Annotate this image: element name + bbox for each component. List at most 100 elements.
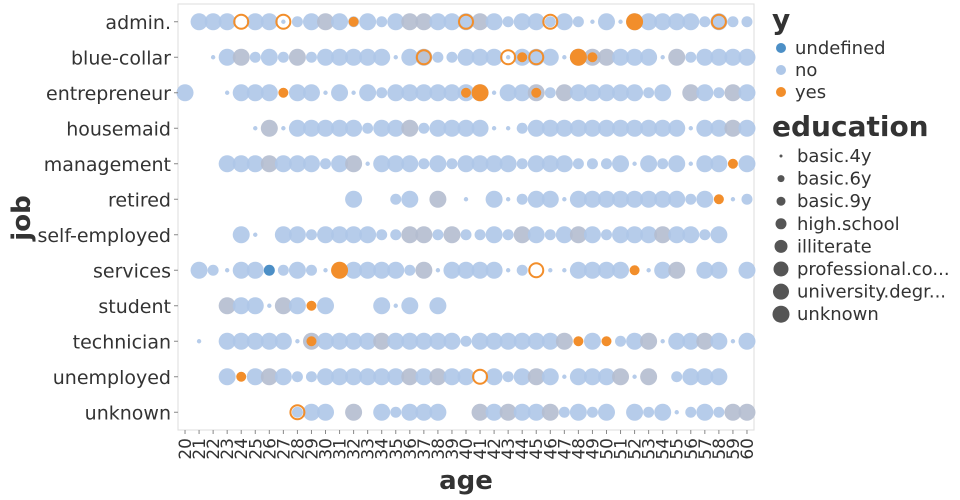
point-no bbox=[485, 332, 503, 350]
y-tick-label: admin. bbox=[105, 12, 171, 34]
y-tick-label: blue-collar bbox=[71, 47, 171, 69]
size-legend-symbol bbox=[779, 154, 783, 158]
point-no bbox=[738, 261, 756, 279]
size-legend-label: illiterate bbox=[797, 236, 872, 257]
point-no bbox=[562, 374, 567, 379]
point-no bbox=[246, 13, 264, 31]
point-no bbox=[443, 119, 461, 137]
point-no bbox=[331, 332, 349, 350]
point-no bbox=[640, 119, 658, 137]
point-no bbox=[471, 13, 489, 31]
point-no bbox=[260, 332, 278, 350]
size-legend-label: unknown bbox=[797, 304, 879, 325]
point-no bbox=[359, 332, 377, 350]
point-no bbox=[569, 261, 587, 279]
point-no bbox=[562, 55, 567, 60]
point-no bbox=[612, 226, 630, 244]
x-tick-label: 20 bbox=[176, 438, 196, 460]
point-no bbox=[331, 155, 349, 173]
x-tick-label: 48 bbox=[569, 438, 589, 460]
size-legend-title: education bbox=[772, 110, 929, 143]
point-undefined bbox=[263, 264, 275, 276]
color-legend-title: y bbox=[772, 3, 790, 36]
point-no bbox=[640, 368, 658, 386]
point-no bbox=[668, 48, 686, 66]
point-no bbox=[429, 84, 447, 102]
point-no bbox=[710, 226, 728, 244]
point-no bbox=[640, 190, 658, 208]
point-no bbox=[516, 158, 528, 170]
point-no bbox=[401, 332, 419, 350]
point-no bbox=[401, 48, 419, 66]
point-no bbox=[724, 403, 742, 421]
point-no bbox=[727, 16, 739, 28]
point-no bbox=[376, 16, 388, 28]
x-tick-label: 38 bbox=[429, 438, 449, 460]
point-no bbox=[246, 297, 264, 315]
point-no bbox=[274, 226, 292, 244]
point-yes bbox=[528, 49, 545, 66]
point-no bbox=[699, 16, 711, 28]
point-no bbox=[597, 403, 615, 421]
point-no bbox=[505, 55, 511, 60]
point-no bbox=[541, 155, 559, 173]
point-no bbox=[471, 261, 489, 279]
point-no bbox=[513, 13, 531, 31]
point-no bbox=[429, 119, 447, 137]
size-legend-symbol bbox=[772, 305, 790, 323]
point-no bbox=[555, 155, 573, 173]
point-no bbox=[600, 229, 612, 241]
point-no bbox=[502, 16, 514, 28]
point-no bbox=[548, 268, 553, 273]
point-no bbox=[274, 368, 292, 386]
point-no bbox=[281, 19, 286, 24]
point-no bbox=[654, 119, 672, 137]
point-yes bbox=[415, 49, 432, 66]
point-no bbox=[586, 158, 598, 170]
point-no bbox=[471, 119, 489, 137]
point-no bbox=[190, 261, 208, 279]
point-no bbox=[600, 158, 612, 170]
point-no bbox=[668, 226, 686, 244]
point-no bbox=[569, 119, 587, 137]
point-no bbox=[345, 261, 363, 279]
point-no bbox=[527, 226, 545, 244]
point-no bbox=[527, 403, 545, 421]
y-tick-label: services bbox=[93, 260, 171, 282]
point-yes bbox=[500, 49, 517, 66]
point-no bbox=[288, 297, 306, 315]
point-no bbox=[345, 332, 363, 350]
point-no bbox=[359, 13, 377, 31]
point-no bbox=[418, 158, 430, 170]
point-no bbox=[682, 368, 700, 386]
point-no bbox=[373, 261, 391, 279]
x-axis-title: age bbox=[439, 466, 493, 496]
point-no bbox=[387, 119, 405, 137]
point-no bbox=[232, 261, 250, 279]
point-no bbox=[457, 261, 475, 279]
point-no bbox=[359, 226, 377, 244]
point-no bbox=[429, 297, 447, 315]
point-no bbox=[305, 51, 317, 63]
point-no bbox=[485, 403, 503, 421]
size-legend-entries: basic.4ybasic.6ybasic.9yhigh.schoolillit… bbox=[772, 146, 950, 325]
point-no bbox=[401, 119, 419, 137]
point-no bbox=[190, 13, 208, 31]
size-legend-label: basic.4y bbox=[797, 146, 872, 167]
x-tick-label: 24 bbox=[232, 438, 252, 460]
point-yes bbox=[233, 13, 250, 30]
point-no bbox=[373, 48, 391, 66]
point-no bbox=[626, 332, 644, 350]
point-no bbox=[583, 119, 601, 137]
point-no bbox=[457, 119, 475, 137]
point-no bbox=[345, 48, 363, 66]
point-no bbox=[696, 84, 714, 102]
point-no bbox=[429, 403, 447, 421]
point-no bbox=[323, 90, 328, 95]
point-no bbox=[499, 403, 517, 421]
point-no bbox=[401, 84, 419, 102]
point-no bbox=[527, 368, 545, 386]
point-no bbox=[260, 13, 278, 31]
x-tick-label: 32 bbox=[345, 438, 365, 460]
size-legend-label: high.school bbox=[797, 214, 900, 235]
